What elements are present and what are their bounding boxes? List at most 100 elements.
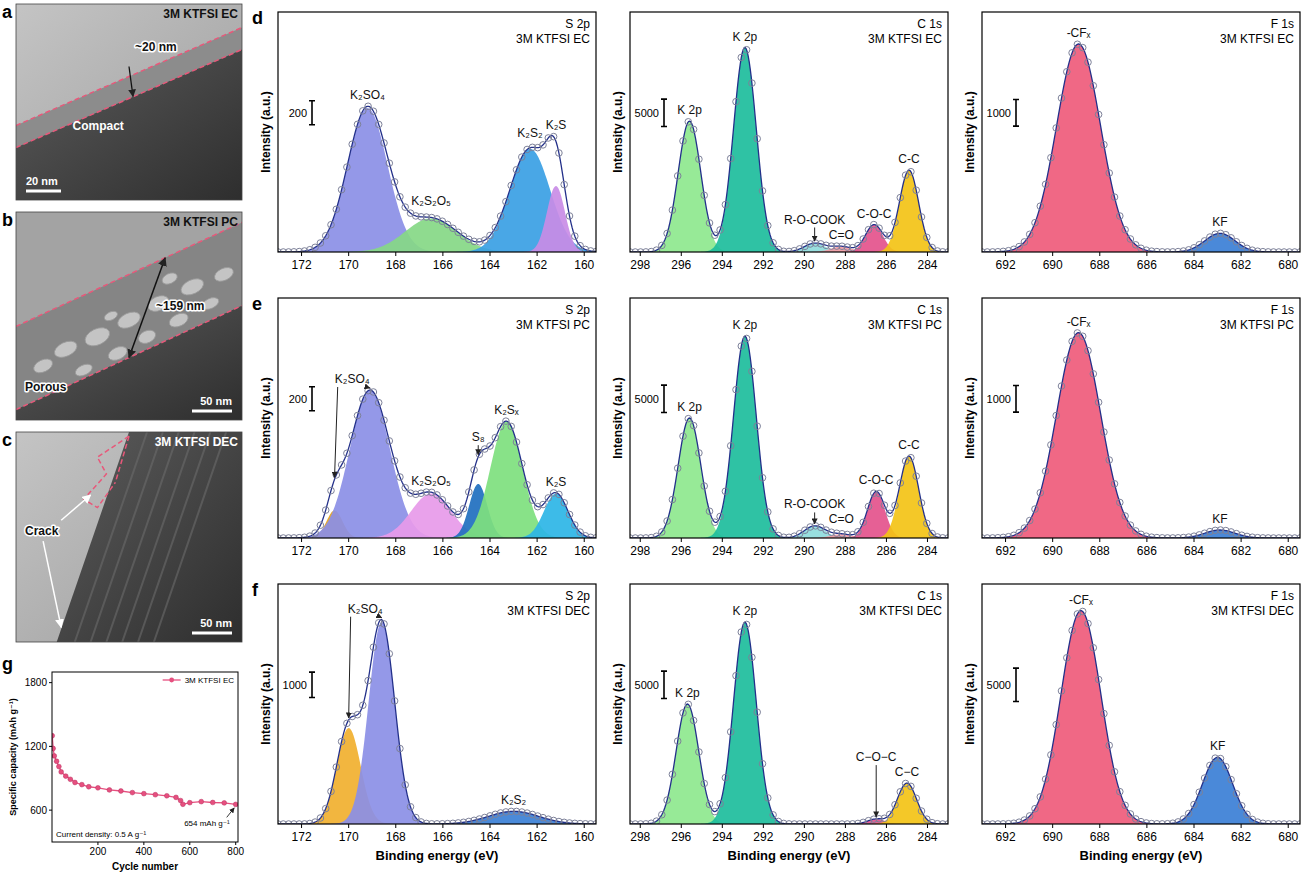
crack-arrow <box>61 495 90 520</box>
y-tick-label: 1800 <box>25 677 48 688</box>
x-tick-label: 690 <box>1043 830 1063 844</box>
peak-label: C-O-C <box>859 473 894 487</box>
peak-label: K 2p <box>733 604 758 618</box>
panel-letter: a <box>2 2 13 22</box>
electrode <box>16 50 242 201</box>
lattice-stripe <box>154 432 226 642</box>
fitted-peak <box>982 233 1300 252</box>
plot-frame <box>278 584 596 824</box>
legend-swatch-marker <box>169 678 174 683</box>
data-point <box>86 784 91 789</box>
x-tick-label: 284 <box>917 830 937 844</box>
data-point <box>96 785 101 790</box>
peak-label: R-O-COOK <box>784 213 845 227</box>
data-point <box>174 795 179 800</box>
image-label: ~159 nm <box>156 299 204 313</box>
x-tick-label: 170 <box>339 544 359 558</box>
lattice-stripe <box>106 432 178 642</box>
fitted-peak <box>630 170 948 252</box>
scale-bar-label: 50 nm <box>200 395 232 407</box>
panel-title: F 1s <box>1271 589 1294 603</box>
x-tick <box>442 538 443 542</box>
y-axis-title: Intensity (a.u.) <box>611 91 625 172</box>
x-tick <box>804 252 805 256</box>
scale-bar-label: 200 <box>289 107 307 119</box>
x-tick-label: 160 <box>574 258 594 272</box>
xps-panel: 172170168166164162160Intensity (a.u.)eS … <box>252 294 599 558</box>
x-tick-label: 682 <box>1231 830 1251 844</box>
x-tick <box>763 538 764 542</box>
leader-line <box>814 512 815 523</box>
x-tick <box>490 252 491 256</box>
x-tick <box>348 252 349 256</box>
x-tick <box>584 824 585 828</box>
raw-data-markers <box>278 387 596 538</box>
x-tick <box>395 538 396 542</box>
x-tick <box>584 538 585 542</box>
x-tick-label: 692 <box>996 544 1016 558</box>
x-axis-title: Cycle number <box>112 861 178 872</box>
plot-area <box>278 103 596 252</box>
y-tick <box>49 810 52 811</box>
xps-panel: 172170168166164162160Binding energy (eV)… <box>252 580 599 863</box>
data-point <box>153 792 158 797</box>
x-tick <box>804 538 805 542</box>
peak-label: C−C <box>895 765 920 779</box>
xps-panel: 298296294292290288286284Intensity (a.u.)… <box>611 12 951 272</box>
lattice-stripe <box>75 432 147 642</box>
scale-bar-label: 1000 <box>283 679 307 691</box>
x-tick <box>1194 824 1195 828</box>
electrode <box>57 432 242 642</box>
data-point <box>187 800 192 805</box>
x-tick <box>395 824 396 828</box>
x-tick-label: 292 <box>753 258 773 272</box>
leader-line <box>380 616 382 618</box>
data-point <box>164 793 169 798</box>
x-tick <box>927 538 928 542</box>
x-tick-label: 688 <box>1090 544 1110 558</box>
raw-data-markers <box>630 335 948 538</box>
x-tick-label: 692 <box>996 830 1016 844</box>
peak-label: C=O <box>829 228 854 242</box>
peak-label: K₂Sₓ <box>494 403 519 417</box>
boundary-line <box>16 50 242 148</box>
x-tick-label: 286 <box>876 258 896 272</box>
background <box>16 212 242 420</box>
peak-label: -CFₓ <box>1069 593 1093 607</box>
raw-data-markers <box>630 621 948 824</box>
peak-label: K 2p <box>675 686 700 700</box>
scale-bar-label: 1000 <box>987 393 1011 405</box>
x-tick <box>348 824 349 828</box>
x-tick-label: 682 <box>1231 258 1251 272</box>
x-tick <box>348 538 349 542</box>
image-title: 3M KTFSI DEC <box>155 435 239 449</box>
x-tick <box>301 252 302 256</box>
panel-title: S 2p <box>565 303 590 317</box>
plot-area <box>630 46 948 252</box>
fit-envelope <box>982 611 1300 824</box>
panel-letter: d <box>252 8 263 28</box>
peak-label: K₂S₂O₅ <box>411 474 451 488</box>
raw-data-markers <box>278 620 596 824</box>
panel-subtitle: 3M KTFSI DEC <box>859 604 942 618</box>
plot-area <box>630 335 948 538</box>
x-tick-label: 296 <box>671 258 691 272</box>
image-frame <box>16 212 242 420</box>
data-point <box>233 802 238 807</box>
x-tick-label: 170 <box>339 258 359 272</box>
panel-letter: c <box>2 430 12 450</box>
boundary-line <box>16 222 242 326</box>
data-point <box>52 754 57 759</box>
x-tick-label: 298 <box>630 830 650 844</box>
raw-data-markers <box>982 41 1300 252</box>
x-tick-label: 172 <box>292 830 312 844</box>
peak-label: K 2p <box>677 103 702 117</box>
x-tick-label: 682 <box>1231 544 1251 558</box>
data-point <box>63 774 68 779</box>
y-axis-title: Intensity (a.u.) <box>611 377 625 458</box>
scale-bar-label: 5000 <box>987 679 1011 691</box>
peak-label: K₂S₂O₅ <box>411 194 451 208</box>
electrode <box>16 306 242 420</box>
image-label: Compact <box>73 119 124 133</box>
x-tick <box>442 252 443 256</box>
